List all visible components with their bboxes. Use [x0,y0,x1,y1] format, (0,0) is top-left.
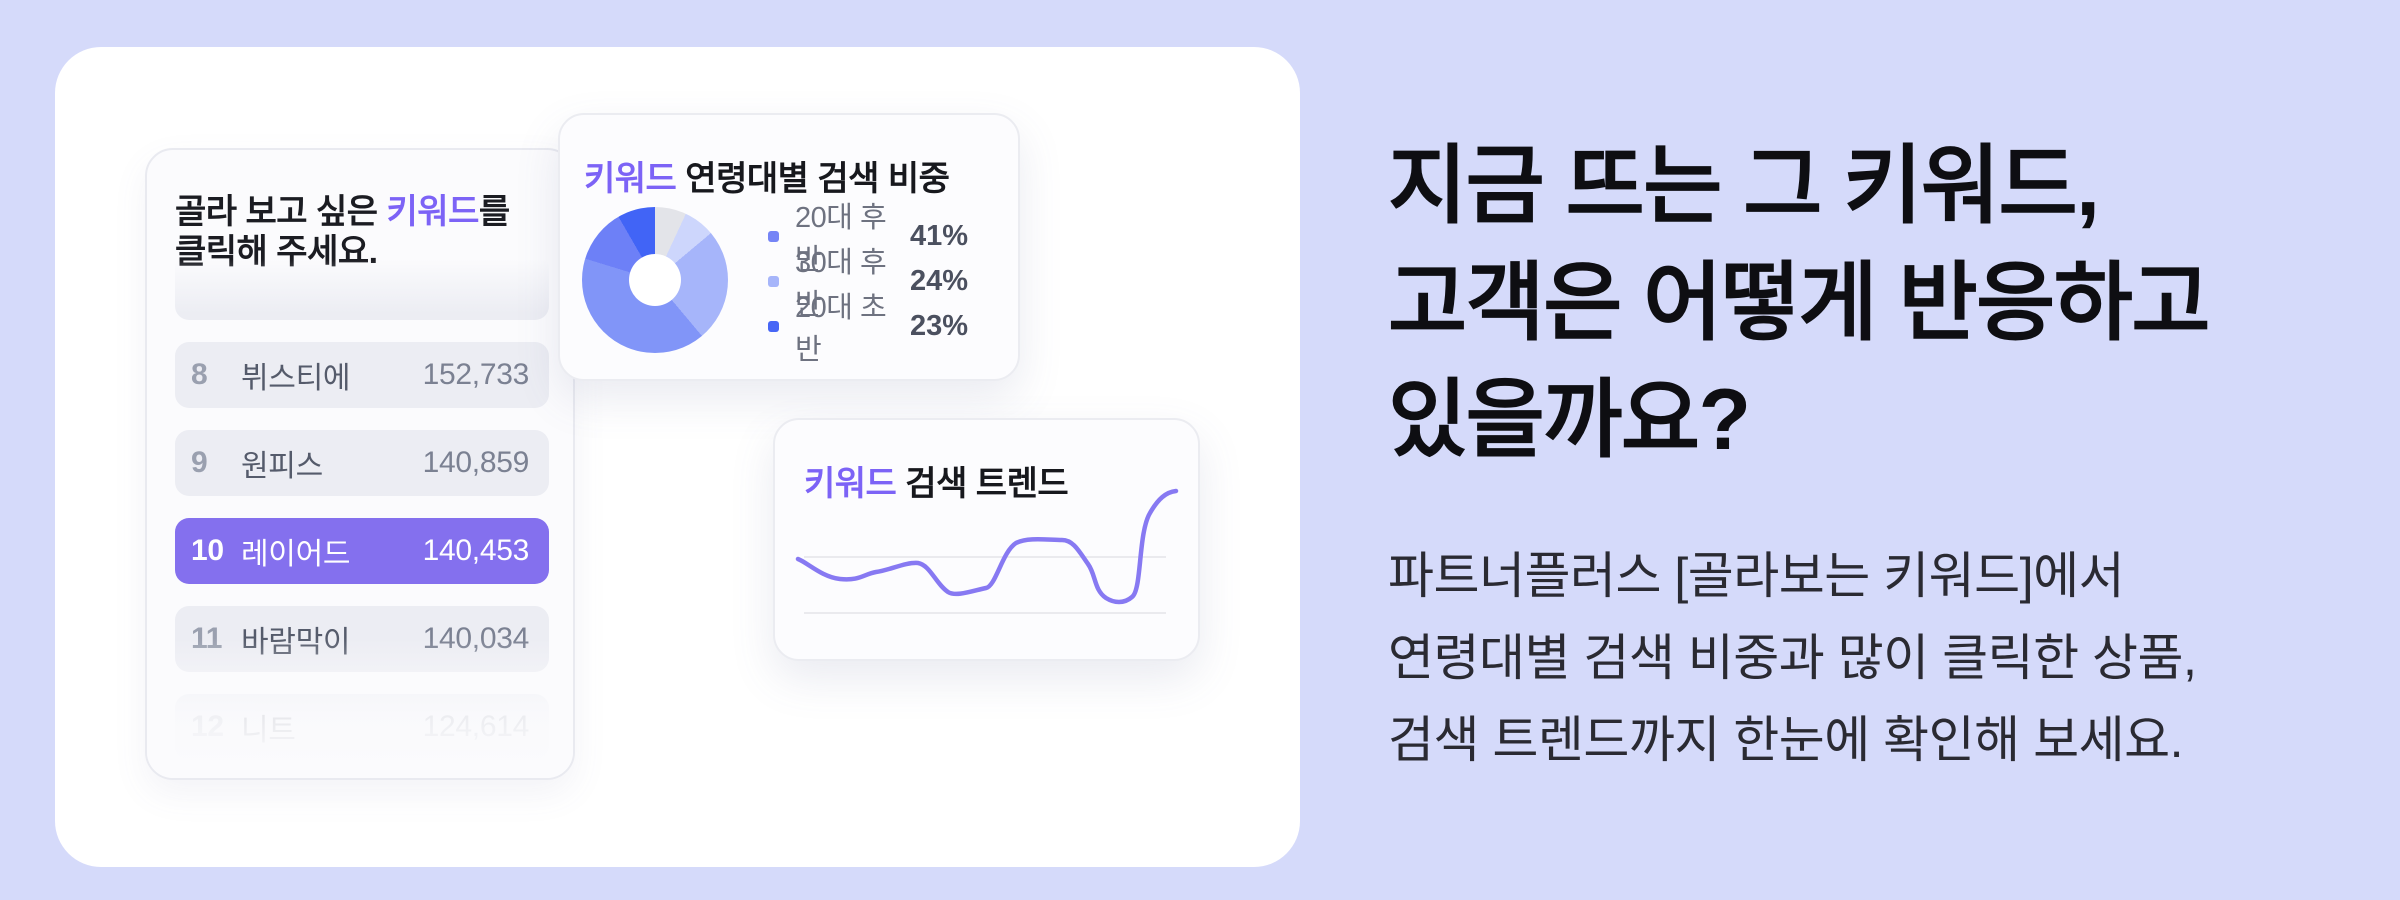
heading-keyword-accent: 키워드 [386,193,480,231]
row-search-count: 124,614 [422,710,530,743]
search-trend-card: 키워드 검색 트렌드 [773,418,1200,661]
legend-value: 41% [909,219,968,252]
row-rank: 9 [191,446,208,479]
title-rest: 연령대별 검색 비중 [676,160,950,198]
list-row-partial [175,254,549,320]
legend-value: 24% [909,264,968,297]
age-share-card: 키워드 연령대별 검색 비중 20대 후반 41% 30대 후반 24% 20대… [558,113,1020,381]
legend-label: 20대 초반 [795,292,887,366]
keyword-list-card: 골라 보고 싶은 키워드를 클릭해 주세요. 8 뷔스티에 152,733 9 … [145,148,575,780]
legend-value: 23% [909,309,968,342]
hero-headline: 지금 뜨는 그 키워드, 고객은 어떻게 반응하고 있을까요? [1388,138,2211,468]
row-rank: 12 [191,710,224,743]
legend-row: 30대 후반 24% [768,247,968,321]
row-keyword: 원피스 [241,450,323,483]
legend-swatch [768,275,779,287]
row-keyword: 바람막이 [241,626,351,659]
row-rank: 8 [191,358,208,391]
trend-line-path [795,488,1179,605]
title-keyword-accent: 키워드 [804,465,897,503]
keyword-rows: 8 뷔스티에 152,733 9 원피스 140,859 10 레이어드 140… [175,254,549,760]
keyword-list-row[interactable]: 11 바람막이 140,034 [175,606,549,672]
keyword-list-row[interactable]: 9 원피스 140,859 [175,430,549,496]
age-donut-chart [582,207,728,353]
legend-swatch [768,230,779,242]
trend-line-chart [795,488,1179,614]
title-rest: 검색 트렌드 [896,465,1069,503]
row-rank: 11 [191,622,223,655]
age-share-title: 키워드 연령대별 검색 비중 [584,151,950,200]
row-search-count: 140,453 [422,534,530,567]
hero-copy: 지금 뜨는 그 키워드, 고객은 어떻게 반응하고 있을까요? 파트너플러스 [… [1388,128,2348,781]
row-search-count: 140,034 [422,622,530,655]
row-keyword: 뷔스티에 [241,362,351,395]
row-search-count: 152,733 [422,358,530,391]
legend-swatch [768,320,779,332]
heading-prefix: 골라 보고 싶은 [175,193,387,231]
row-keyword: 레이어드 [241,538,351,571]
legend-row: 20대 후반 41% [768,202,968,276]
donut-hole [629,254,681,306]
keyword-list-row[interactable]: 12 니트 124,614 [175,694,549,760]
search-trend-title: 키워드 검색 트렌드 [804,456,1069,505]
row-rank: 10 [191,534,224,567]
keyword-list-row[interactable]: 10 레이어드 140,453 [175,518,549,584]
title-keyword-accent: 키워드 [584,160,677,198]
row-keyword: 니트 [241,714,296,747]
row-search-count: 140,859 [422,446,530,479]
hero-description: 파트너플러스 [골라보는 키워드]에서 연령대별 검색 비중과 많이 클릭한 상… [1388,548,2197,768]
age-legend: 20대 후반 41% 30대 후반 24% 20대 초반 23% [768,202,968,366]
legend-label: 20대 후반 [795,202,887,276]
legend-row: 20대 초반 23% [768,292,968,366]
legend-label: 30대 후반 [795,247,887,321]
keyword-list-row[interactable]: 8 뷔스티에 152,733 [175,342,549,408]
